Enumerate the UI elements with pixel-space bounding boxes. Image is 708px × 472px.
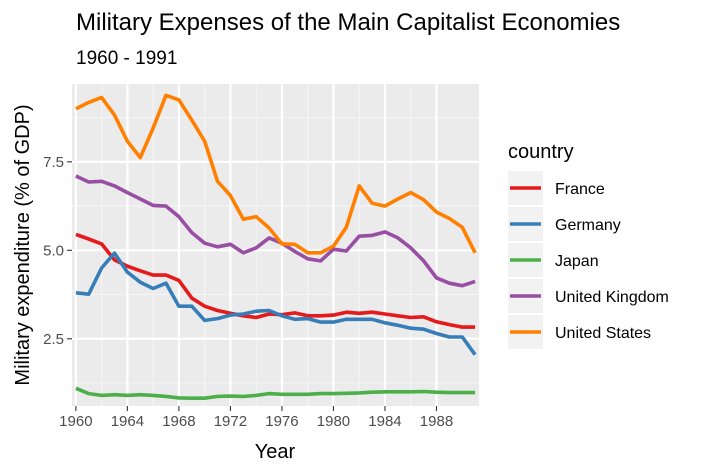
legend-label-united-kingdom: United Kingdom [555, 289, 669, 306]
series-line-united-kingdom [75, 174, 476, 288]
chart-subtitle: 1960 - 1991 [76, 48, 177, 69]
x-tick-label: 1980 [317, 413, 350, 430]
x-tick-label: 1968 [162, 413, 195, 430]
x-tick-label: 1964 [111, 413, 144, 430]
legend-label-germany: Germany [555, 217, 621, 234]
legend-label-france: France [555, 181, 605, 198]
x-tick-label: 1988 [420, 413, 453, 430]
legend-label-japan: Japan [555, 253, 599, 270]
y-axis: 2.5 5.0 7.5 [43, 154, 72, 348]
series-line-germany [75, 251, 477, 356]
x-tick-label: 1960 [59, 413, 92, 430]
series-lines [75, 93, 477, 401]
x-tick-label: 1984 [368, 413, 401, 430]
legend: country France Germany Japan United Kingdom… [508, 141, 669, 349]
legend-label-united-states: United States [555, 325, 651, 342]
minor-gridlines [72, 84, 479, 406]
y-tick-label: 7.5 [43, 154, 64, 171]
legend-title: country [508, 141, 574, 163]
y-axis-title: Military expenditure (% of GDP) [12, 104, 34, 385]
y-tick-label: 5.0 [43, 242, 64, 259]
chart-title: Military Expenses of the Main Capitalist… [76, 9, 620, 36]
series-line-japan [75, 386, 476, 401]
x-axis-title: Year [255, 441, 296, 463]
x-axis: 1960 1964 1968 1972 1976 1980 1984 1988 [59, 406, 453, 430]
series-line-united-states [75, 93, 477, 255]
x-tick-label: 1976 [265, 413, 298, 430]
x-tick-label: 1972 [214, 413, 247, 430]
plot-panel [72, 84, 479, 406]
y-tick-label: 2.5 [43, 331, 64, 348]
